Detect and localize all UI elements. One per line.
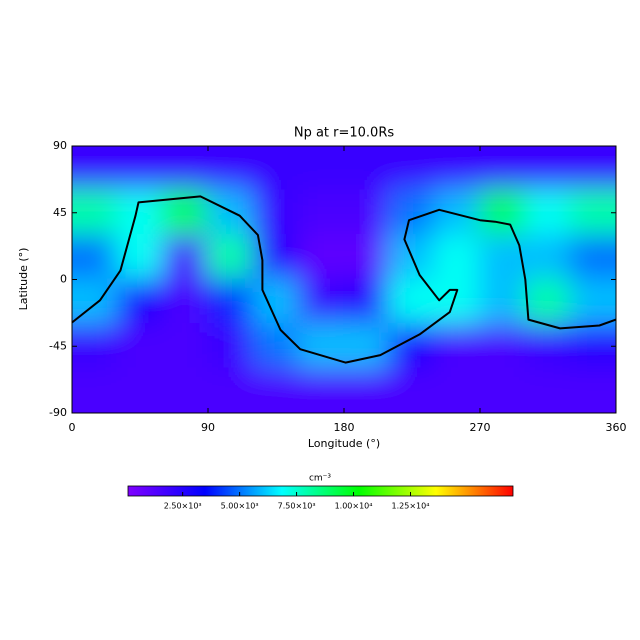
- heat-cell: [388, 367, 436, 413]
- y-tick-label: 0: [60, 273, 67, 286]
- heat-cell: [116, 323, 164, 370]
- heat-cell: [433, 367, 481, 413]
- heat-cell: [161, 146, 209, 192]
- heat-cell: [479, 367, 527, 413]
- heat-cell: [207, 323, 255, 370]
- chart-title: Np at r=10.0Rs: [294, 126, 395, 141]
- contour-line: [71, 195, 617, 364]
- heat-cell: [161, 234, 209, 281]
- heat-cell: [297, 189, 345, 236]
- heat-cell: [524, 234, 572, 281]
- heat-cell: [161, 278, 209, 325]
- heat-cell: [252, 367, 300, 413]
- heat-cell: [72, 278, 119, 325]
- heat-cell: [161, 323, 209, 370]
- heat-cell: [72, 146, 119, 192]
- x-axis-label: Longitude (°): [308, 437, 380, 450]
- heat-cell: [524, 323, 572, 370]
- heat-cell: [524, 146, 572, 192]
- heat-cell: [72, 367, 119, 413]
- heat-cell: [524, 189, 572, 236]
- heat-cell: [207, 146, 255, 192]
- colorbar: [127, 485, 514, 497]
- heat-cell: [161, 367, 209, 413]
- colorbar-tick-label: 7.50×10³: [278, 502, 316, 511]
- colorbar-tick-label: 1.00×10⁴: [335, 502, 373, 511]
- heat-cell: [207, 234, 255, 281]
- y-tick-label: -45: [49, 339, 67, 352]
- x-tick-label: 90: [201, 421, 215, 434]
- heat-cell: [72, 189, 119, 236]
- heat-cell: [252, 234, 300, 281]
- heat-cell: [116, 146, 164, 192]
- heat-cell: [72, 323, 119, 370]
- x-tick-label: 180: [334, 421, 355, 434]
- heat-cell: [297, 323, 345, 370]
- heat-cell: [207, 278, 255, 325]
- colorbar-tick-label: 5.00×10³: [221, 502, 259, 511]
- heat-cell: [343, 189, 391, 236]
- heat-cell: [252, 146, 300, 192]
- colorbar-tick-label: 1.25×10⁴: [392, 502, 430, 511]
- heat-cell: [479, 189, 527, 236]
- heat-cell: [297, 146, 345, 192]
- heat-cell: [569, 146, 616, 192]
- heat-cell: [72, 234, 119, 281]
- heat-cell: [433, 323, 481, 370]
- heat-cell: [569, 367, 616, 413]
- heat-cell: [343, 278, 391, 325]
- y-axis-label: Latitude (°): [17, 248, 30, 311]
- heat-cell: [207, 367, 255, 413]
- y-tick-label: 90: [53, 139, 67, 152]
- x-tick-label: 360: [606, 421, 627, 434]
- x-tick-label: 0: [69, 421, 76, 434]
- heat-cell: [433, 234, 481, 281]
- heat-cell: [297, 234, 345, 281]
- colorbar-label: cm⁻³: [309, 474, 331, 484]
- heat-cell: [433, 146, 481, 192]
- heat-cell: [116, 278, 164, 325]
- heat-cell: [569, 278, 616, 325]
- heat-cell: [388, 146, 436, 192]
- heat-cell: [524, 367, 572, 413]
- heat-cell: [479, 234, 527, 281]
- colorbar-tick-label: 2.50×10³: [164, 502, 202, 511]
- heat-cell: [252, 189, 300, 236]
- heat-cell: [207, 189, 255, 236]
- heat-cell: [479, 323, 527, 370]
- heat-cell: [569, 234, 616, 281]
- heat-cell: [116, 189, 164, 236]
- heat-cell: [479, 278, 527, 325]
- heat-cell: [343, 146, 391, 192]
- heat-cell: [297, 367, 345, 413]
- y-tick-label: -90: [49, 406, 67, 419]
- y-tick-label: 45: [53, 206, 67, 219]
- heat-cell: [343, 234, 391, 281]
- heat-cell: [343, 367, 391, 413]
- heat-cell: [569, 189, 616, 236]
- heat-cell: [479, 146, 527, 192]
- heat-cell: [297, 278, 345, 325]
- heat-cell: [524, 278, 572, 325]
- heat-cell: [116, 367, 164, 413]
- heat-cell: [433, 189, 481, 236]
- x-tick-label: 270: [470, 421, 491, 434]
- heat-cell: [252, 323, 300, 370]
- heat-cell: [569, 323, 616, 370]
- heat-cell: [252, 278, 300, 325]
